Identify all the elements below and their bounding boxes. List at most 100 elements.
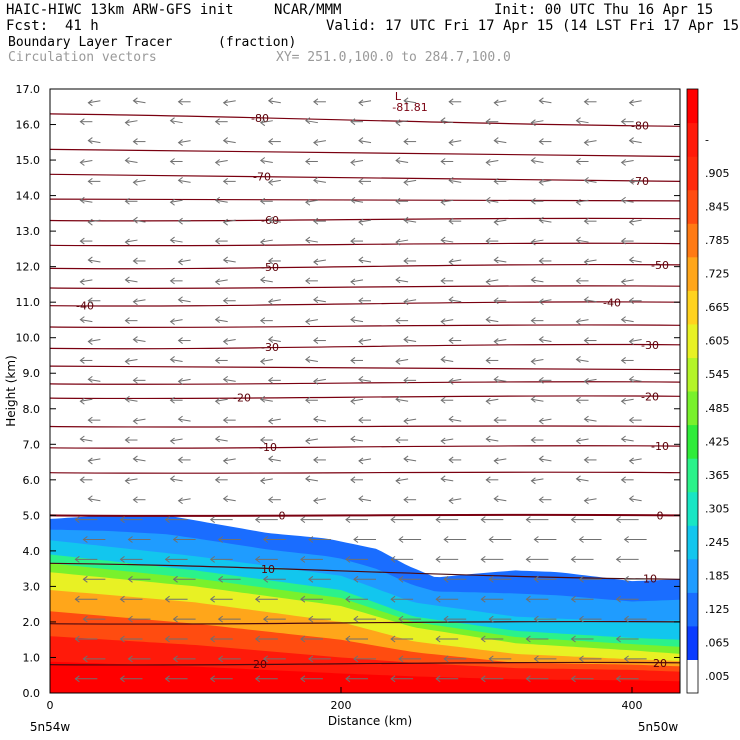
- colorbar-label: .905: [705, 167, 730, 180]
- vector-arrow: [133, 299, 146, 303]
- vector-arrowhead: [209, 556, 215, 563]
- y-tick-label: 13.0: [16, 225, 41, 238]
- vector-arrow: [260, 279, 273, 283]
- isotherm-line: [50, 324, 680, 329]
- vector-arrowhead: [313, 497, 319, 505]
- vector-arrowhead: [172, 575, 178, 583]
- vector-arrowhead: [615, 516, 621, 524]
- vector-arrowhead: [305, 158, 311, 165]
- vector-arrow: [621, 159, 634, 163]
- vector-arrowhead: [485, 159, 491, 166]
- vector-arrow: [305, 120, 318, 124]
- vector-arrow: [88, 140, 101, 144]
- vector-arrowhead: [480, 556, 486, 563]
- vector-arrowhead: [448, 415, 454, 423]
- vector-arrowhead: [628, 457, 634, 465]
- vector-arrowhead: [164, 556, 170, 563]
- isotherm-line: [50, 263, 680, 270]
- vector-arrowhead: [583, 497, 589, 505]
- y-tick-label: 8.0: [23, 403, 41, 416]
- vector-arrowhead: [578, 655, 584, 663]
- vector-arrow: [223, 100, 236, 104]
- org-label: NCAR/MMM: [274, 2, 342, 18]
- vector-arrowhead: [132, 496, 138, 504]
- vector-arrow: [494, 219, 507, 223]
- vector-arrowhead: [403, 417, 409, 425]
- vector-arrowhead: [132, 97, 138, 105]
- vector-arrowhead: [169, 198, 175, 206]
- vector-arrow: [178, 299, 191, 303]
- vector-arrow: [268, 458, 281, 462]
- vector-arrowhead: [222, 218, 228, 226]
- vector-arrowhead: [578, 536, 584, 543]
- vector-arrowhead: [448, 296, 454, 304]
- vector-arrowhead: [583, 296, 589, 304]
- isotherm-label: 0: [657, 509, 664, 522]
- vector-arrow: [494, 458, 507, 462]
- vector-arrowhead: [209, 675, 215, 683]
- vector-arrow: [404, 339, 417, 343]
- vector-arrowhead: [262, 615, 269, 623]
- vector-arrow: [539, 100, 552, 104]
- init-time: Init: 00 UTC Thu 16 Apr 15: [494, 2, 714, 18]
- vector-arrow: [629, 498, 642, 502]
- isotherm-label: 20: [253, 658, 267, 671]
- vector-arrowhead: [493, 177, 499, 185]
- vector-arrowhead: [127, 615, 133, 623]
- isotherm-line: [50, 148, 680, 158]
- vector-arrowhead: [395, 157, 401, 164]
- vector-arrow: [170, 239, 183, 243]
- vector-arrowhead: [305, 198, 311, 206]
- vector-arrowhead: [177, 176, 183, 184]
- vector-arrowhead: [443, 536, 449, 543]
- vector-arrowhead: [82, 536, 88, 543]
- vector-arrowhead: [623, 536, 629, 543]
- vector-arrowhead: [530, 395, 536, 403]
- colorbar-label: .245: [705, 536, 730, 549]
- vector-arrowhead: [214, 196, 220, 204]
- vector-arrowhead: [353, 655, 359, 663]
- vector-arrow: [313, 140, 326, 144]
- vector-arrow: [441, 358, 454, 362]
- isotherm-label: -30: [641, 339, 659, 352]
- vector-arrow: [350, 319, 364, 323]
- vector-arrowhead: [177, 415, 183, 423]
- vector-arrowhead: [350, 435, 356, 443]
- vector-arrowhead: [525, 556, 531, 563]
- vector-arrowhead: [127, 536, 133, 543]
- vector-arrowhead: [119, 595, 125, 603]
- vector-arrowhead: [262, 536, 269, 543]
- vector-arrowhead: [583, 176, 589, 184]
- vector-arrowhead: [448, 217, 454, 225]
- vector-arrowhead: [443, 615, 449, 623]
- vector-arrowhead: [177, 217, 183, 225]
- vector-arrow: [531, 358, 544, 362]
- colorbar-swatch: [687, 491, 698, 526]
- forecast-hour: 41 h: [65, 18, 99, 34]
- colorbar-swatch: [687, 525, 698, 560]
- vector-arrowhead: [448, 377, 454, 385]
- vector-arrowhead: [169, 318, 175, 326]
- model-title: HAIC-HIWC 13km ARW-GFS init: [6, 2, 234, 18]
- vector-arrow: [268, 179, 281, 183]
- vector-arrowhead: [620, 357, 626, 364]
- colorbar-label: .665: [705, 301, 730, 314]
- vector-arrow: [223, 498, 236, 502]
- vector-arrow: [629, 140, 642, 144]
- isotherm-label: -40: [76, 300, 94, 313]
- vector-arrow: [576, 239, 589, 243]
- vector-arrow: [170, 120, 183, 124]
- colorbar-label: .845: [705, 200, 730, 213]
- vector-arrowhead: [87, 99, 93, 107]
- vector-arrow: [358, 498, 372, 502]
- low-symbol: L: [395, 90, 402, 103]
- vector-arrowhead: [132, 336, 138, 343]
- vector-arrowhead: [440, 356, 446, 363]
- vector-arrow: [404, 179, 417, 183]
- vector-arrowhead: [87, 457, 93, 465]
- vector-arrowhead: [533, 655, 539, 663]
- vector-arrowhead: [570, 516, 576, 524]
- vector-arrowhead: [485, 118, 491, 126]
- y-tick-label: 0.0: [23, 687, 41, 700]
